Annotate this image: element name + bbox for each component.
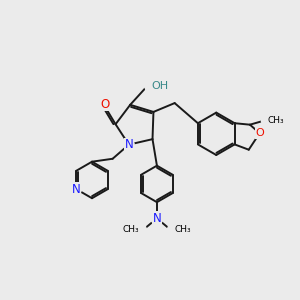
- Circle shape: [134, 224, 146, 236]
- Text: O: O: [100, 98, 110, 111]
- Text: CH₃: CH₃: [175, 225, 191, 234]
- Circle shape: [167, 224, 181, 236]
- Text: CH₃: CH₃: [268, 116, 284, 125]
- Text: N: N: [72, 183, 81, 196]
- Text: N: N: [152, 212, 161, 225]
- Text: N: N: [124, 138, 133, 151]
- Circle shape: [124, 139, 134, 150]
- Circle shape: [145, 80, 158, 93]
- Circle shape: [261, 115, 272, 126]
- Circle shape: [101, 101, 110, 110]
- Circle shape: [151, 212, 163, 224]
- Circle shape: [71, 184, 82, 194]
- Text: OH: OH: [152, 81, 169, 91]
- Circle shape: [256, 129, 264, 137]
- Text: O: O: [256, 128, 265, 138]
- Text: CH₃: CH₃: [123, 225, 139, 234]
